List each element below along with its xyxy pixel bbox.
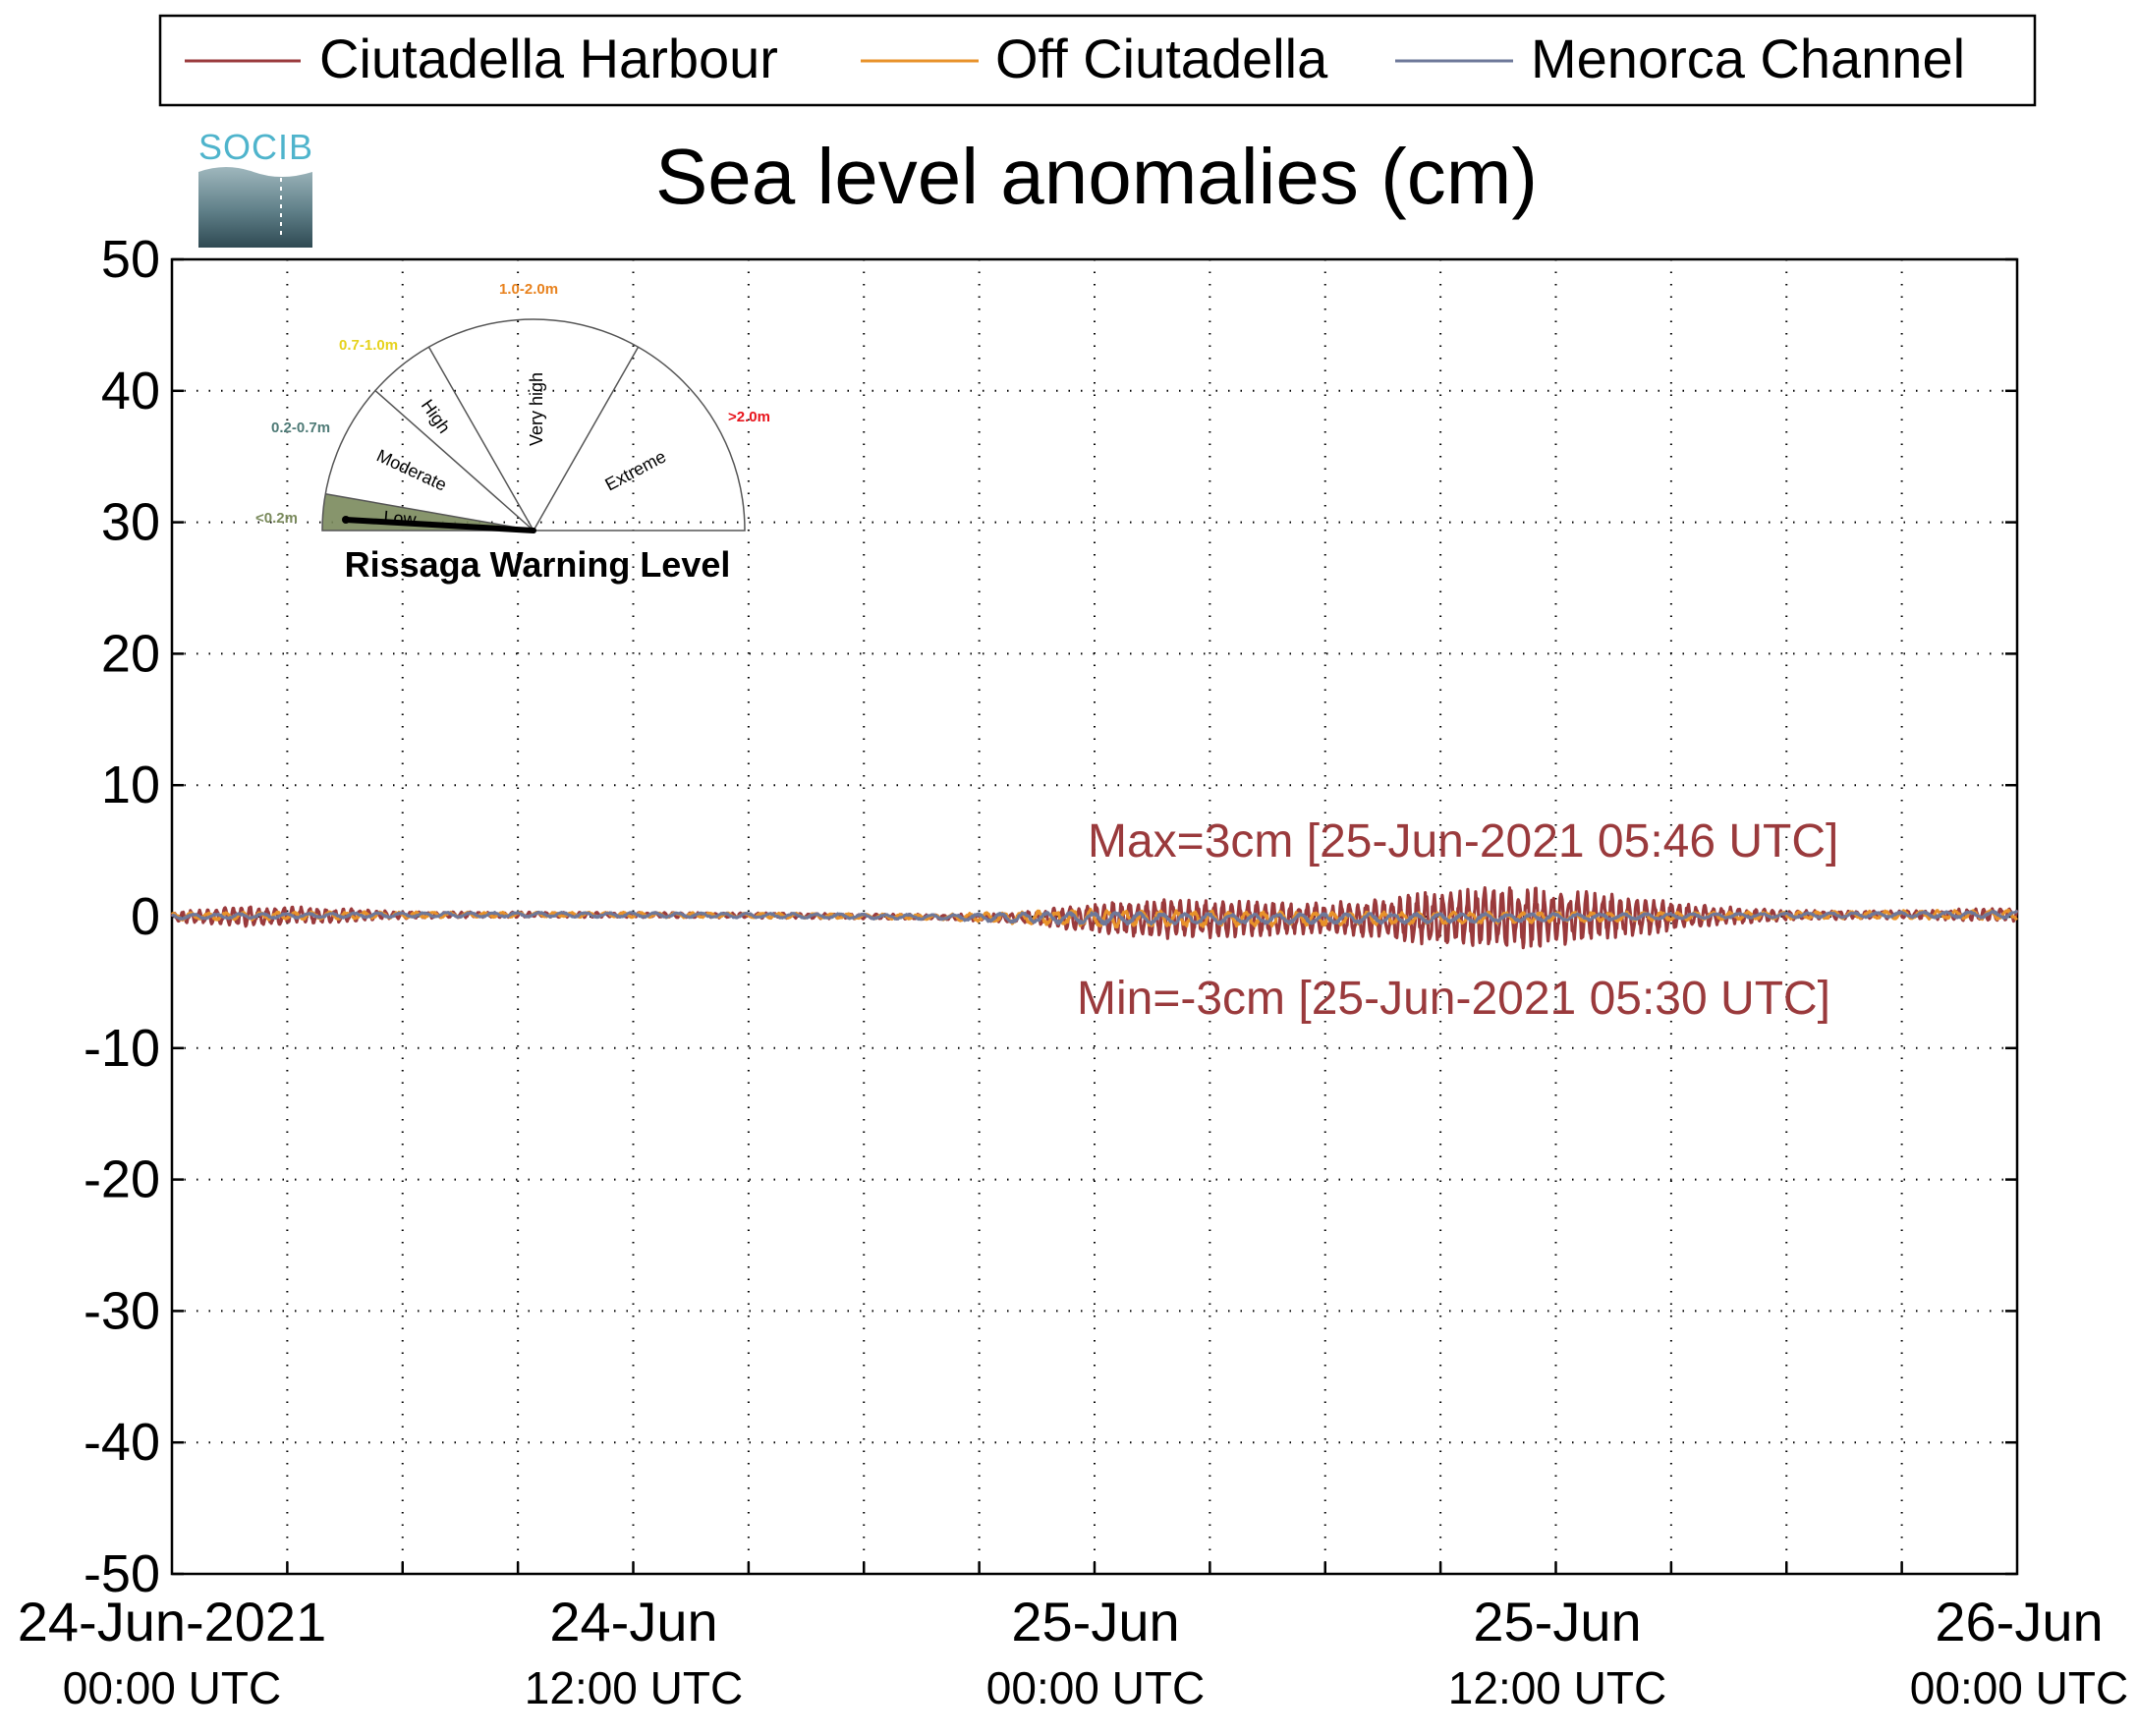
x-tick-label-time: 00:00 UTC: [986, 1662, 1205, 1713]
max-annotation: Max=3cm [25-Jun-2021 05:46 UTC]: [1088, 815, 1838, 868]
gauge-range-very-high: 1.0-2.0m: [499, 281, 558, 298]
y-tick-label: 20: [101, 624, 160, 683]
legend-label-ciutadella-harbour: Ciutadella Harbour: [319, 28, 778, 89]
x-tick-label-time: 00:00 UTC: [1910, 1662, 2128, 1713]
min-annotation: Min=-3cm [25-Jun-2021 05:30 UTC]: [1077, 973, 1830, 1025]
legend-label-off-ciutadella: Off Ciutadella: [995, 28, 1328, 89]
x-tick-label-date: 26-Jun: [1935, 1591, 2103, 1652]
y-tick-label: 10: [101, 756, 160, 814]
legend-label-menorca-channel: Menorca Channel: [1531, 28, 1965, 89]
gauge-range-high: 0.7-1.0m: [339, 337, 398, 354]
y-axis: 50 40 30 20 10 0 -10 -20 -30 -40 -50: [84, 230, 2017, 1603]
gauge-range-moderate: 0.2-0.7m: [271, 420, 330, 436]
y-tick-label: -10: [84, 1019, 160, 1078]
series-line-menorca-channel: [170, 910, 2019, 926]
x-tick-label-time: 00:00 UTC: [63, 1662, 281, 1713]
gauge-range-low: <0.2m: [255, 510, 298, 527]
y-tick-label: 40: [101, 362, 160, 420]
legend: Ciutadella Harbour Off Ciutadella Menorc…: [158, 14, 2037, 107]
y-tick-label: 0: [131, 887, 160, 946]
x-axis: 24-Jun-2021 00:00 UTC 24-Jun 12:00 UTC 25-Ju…: [18, 1562, 2128, 1713]
y-tick-label: 30: [101, 493, 160, 552]
x-tick-label-date: 25-Jun: [1011, 1591, 1179, 1652]
y-tick-label: -30: [84, 1281, 160, 1340]
y-tick-label: -50: [84, 1544, 160, 1603]
x-tick-label-time: 12:00 UTC: [1448, 1662, 1666, 1713]
series: [170, 886, 2019, 950]
x-tick-label-date: 24-Jun: [549, 1591, 717, 1652]
socib-logo: SOCIB: [198, 127, 313, 248]
grid: [172, 259, 2017, 1574]
gauge-label-very-high: Very high: [527, 372, 546, 446]
gauge-outline: [321, 318, 746, 532]
gauge-title: Rissaga Warning Level: [345, 544, 731, 585]
y-tick-label: -20: [84, 1150, 160, 1209]
x-tick-label-time: 12:00 UTC: [525, 1662, 743, 1713]
logo-text: SOCIB: [198, 127, 313, 167]
chart-title: Sea level anomalies (cm): [655, 133, 1538, 220]
gauge-needle: [343, 517, 536, 533]
legend-frame: [158, 14, 2037, 107]
x-tick-label-date: 24-Jun-2021: [18, 1591, 326, 1652]
y-tick-label: 50: [101, 230, 160, 289]
x-tick-label-date: 25-Jun: [1473, 1591, 1641, 1652]
y-tick-label: -40: [84, 1413, 160, 1472]
gauge-range-extreme: >2.0m: [728, 409, 770, 425]
